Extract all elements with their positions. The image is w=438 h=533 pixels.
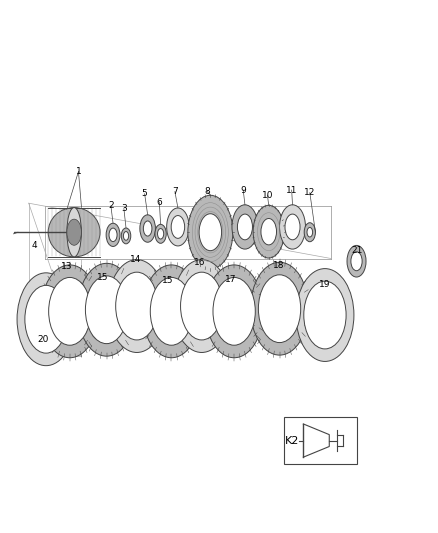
Text: 21: 21 (352, 246, 363, 255)
Text: 3: 3 (121, 204, 127, 213)
Ellipse shape (140, 215, 155, 242)
Ellipse shape (296, 269, 354, 361)
Ellipse shape (116, 272, 158, 340)
Ellipse shape (258, 275, 301, 343)
Text: 18: 18 (273, 261, 284, 270)
Ellipse shape (142, 265, 201, 358)
Text: 15: 15 (97, 272, 109, 281)
Text: 4: 4 (31, 241, 37, 250)
Ellipse shape (67, 219, 81, 245)
Ellipse shape (188, 195, 233, 269)
Ellipse shape (108, 260, 166, 352)
Text: 15: 15 (162, 276, 174, 285)
Ellipse shape (167, 208, 189, 246)
Text: 12: 12 (304, 188, 315, 197)
Ellipse shape (124, 231, 129, 240)
Text: 1: 1 (76, 167, 81, 176)
Bar (284, 417, 357, 464)
Text: 6: 6 (156, 198, 162, 207)
Ellipse shape (205, 265, 263, 358)
Text: K2: K2 (284, 435, 299, 446)
Text: 10: 10 (261, 191, 273, 200)
Ellipse shape (285, 214, 300, 240)
Ellipse shape (171, 215, 185, 238)
Ellipse shape (232, 205, 258, 249)
Text: 9: 9 (240, 185, 246, 195)
Ellipse shape (85, 276, 128, 344)
Text: 2: 2 (108, 201, 114, 211)
Ellipse shape (304, 223, 315, 241)
Ellipse shape (180, 272, 223, 340)
Text: 17: 17 (226, 274, 237, 284)
Text: 14: 14 (130, 255, 141, 264)
Ellipse shape (251, 262, 308, 355)
Ellipse shape (307, 228, 313, 237)
Ellipse shape (155, 224, 166, 243)
Ellipse shape (48, 207, 100, 257)
Ellipse shape (261, 219, 276, 245)
Text: 11: 11 (286, 185, 297, 195)
Ellipse shape (25, 285, 67, 353)
Ellipse shape (347, 245, 366, 277)
Ellipse shape (67, 207, 81, 257)
Text: 19: 19 (319, 280, 331, 289)
Ellipse shape (109, 228, 117, 241)
Text: 20: 20 (37, 335, 49, 344)
Text: 16: 16 (194, 258, 205, 267)
Ellipse shape (150, 278, 193, 345)
Ellipse shape (213, 278, 255, 345)
Ellipse shape (279, 205, 305, 249)
Text: 5: 5 (142, 189, 148, 198)
Ellipse shape (253, 205, 284, 258)
Ellipse shape (237, 214, 252, 240)
Ellipse shape (106, 223, 120, 246)
Text: 13: 13 (61, 262, 73, 271)
Ellipse shape (121, 228, 131, 244)
Ellipse shape (143, 221, 152, 236)
Ellipse shape (17, 273, 75, 366)
Ellipse shape (41, 265, 99, 358)
Text: 8: 8 (204, 187, 210, 196)
Ellipse shape (158, 229, 164, 239)
Ellipse shape (351, 252, 362, 271)
Ellipse shape (78, 263, 135, 356)
Ellipse shape (173, 260, 231, 352)
Text: 7: 7 (172, 187, 178, 196)
Ellipse shape (199, 214, 222, 251)
Ellipse shape (304, 281, 346, 349)
Ellipse shape (49, 278, 91, 345)
